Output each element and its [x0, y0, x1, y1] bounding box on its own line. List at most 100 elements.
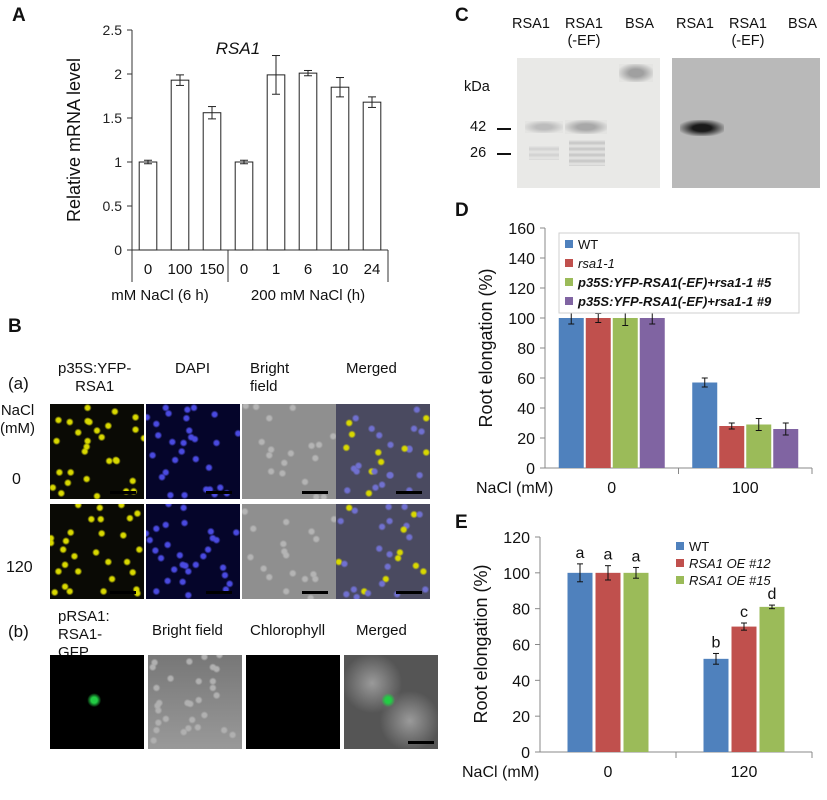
- lane-label-rsa1-right: RSA1: [676, 16, 714, 32]
- y-tick-label: 2.5: [103, 22, 123, 38]
- lane-label-bsa-left: BSA: [625, 16, 655, 32]
- merged-image: [336, 404, 430, 499]
- y-tick-label: 80: [517, 341, 535, 358]
- significance-letter: d: [768, 586, 777, 603]
- bar: [703, 658, 729, 752]
- y-tick-label: 80: [512, 602, 530, 619]
- panel-d-letter: D: [455, 200, 469, 221]
- bar: [759, 606, 785, 752]
- significance-letter: b: [712, 634, 721, 651]
- group-label: 200 mM NaCl (h): [251, 287, 365, 304]
- legend-label: RSA1 OE #15: [689, 573, 771, 588]
- x-tick-label: 0: [604, 764, 613, 781]
- x-tick-label: 150: [199, 261, 224, 278]
- scale-bar: [396, 491, 422, 494]
- significance-letter: c: [740, 604, 748, 621]
- legend-label: p35S:YFP-RSA1(-EF)+rsa1-1 #5: [577, 275, 772, 290]
- bar: [692, 382, 718, 468]
- gene-title: RSA1: [216, 39, 260, 58]
- bright-field-image: [148, 655, 242, 749]
- y-tick-label: 100: [508, 311, 535, 328]
- marker-42: 42: [470, 119, 487, 135]
- scale-bar: [110, 491, 136, 494]
- bar: [585, 318, 611, 468]
- col-b-bright: Bright field: [152, 622, 223, 639]
- kda-label: kDa: [464, 79, 490, 95]
- row-label-0: 0: [12, 471, 21, 488]
- yfp-image: [50, 404, 144, 499]
- col-header-bright: Bright field: [250, 360, 290, 395]
- col-b-merged: Merged: [356, 622, 407, 639]
- dapi-image: [146, 404, 240, 499]
- y-tick-label: 1: [114, 154, 122, 170]
- y-tick-label: 140: [508, 251, 535, 268]
- y-tick-label: 20: [517, 431, 535, 448]
- y-tick-label: 60: [517, 371, 535, 388]
- bar: [719, 426, 745, 468]
- lane-label-rsa1-ef-right: RSA1 (-EF): [729, 16, 767, 49]
- y-tick-label: 2: [114, 66, 122, 82]
- y-tick-label: 0: [526, 461, 535, 478]
- lane-label-rsa1-left: RSA1: [512, 16, 550, 32]
- bar: [595, 572, 621, 752]
- marker-42-tick: [497, 128, 511, 130]
- gel-band: [569, 140, 605, 166]
- y-tick-label: 160: [508, 221, 535, 238]
- group-label: mM NaCl (6 h): [111, 287, 209, 304]
- scale-bar: [302, 591, 328, 594]
- bar: [558, 318, 584, 468]
- col-header-yfp: p35S:YFP- RSA1: [58, 360, 132, 395]
- scale-bar: [302, 491, 328, 494]
- y-tick-label: 20: [512, 709, 530, 726]
- bright-field-image: [242, 404, 336, 499]
- x-tick-label: 0: [144, 261, 152, 278]
- panel-c-letter: C: [455, 5, 469, 26]
- coomassie-gel-image: [517, 58, 660, 188]
- x-tick-label: 1: [272, 261, 280, 278]
- legend-label: p35S:YFP-RSA1(-EF)+rsa1-1 #9: [577, 294, 772, 309]
- y-tick-label: 40: [512, 673, 530, 690]
- sub-b-label: (b): [8, 622, 29, 641]
- col-header-dapi: DAPI: [175, 360, 211, 377]
- legend-swatch: [565, 297, 573, 305]
- blot-band: [680, 120, 724, 136]
- y-tick-label: 120: [508, 281, 535, 298]
- x-tick-label: 120: [731, 764, 758, 781]
- bright-field-image: [242, 504, 336, 599]
- scale-bar: [396, 591, 422, 594]
- legend-swatch: [565, 259, 573, 267]
- y-tick-label: 1.5: [103, 110, 123, 126]
- y-tick-label: 0: [521, 745, 530, 762]
- dapi-image: [146, 504, 240, 599]
- legend-swatch: [676, 559, 684, 567]
- legend-label: WT: [578, 237, 598, 252]
- y-tick-label: 60: [512, 638, 530, 655]
- gel-band: [525, 121, 563, 133]
- bar: [623, 572, 649, 752]
- legend-swatch: [676, 542, 684, 550]
- legend-swatch: [565, 240, 573, 248]
- y-axis-label: Relative mRNA level: [64, 58, 84, 222]
- x-tick-label: 6: [304, 261, 312, 278]
- legend-label: RSA1 OE #12: [689, 556, 771, 571]
- panel-b-letter: B: [8, 316, 22, 337]
- legend-box: [558, 232, 800, 314]
- legend-swatch: [565, 278, 573, 286]
- panel-e-letter: E: [455, 512, 468, 533]
- significance-letter: a: [632, 548, 641, 565]
- yfp-image: [50, 504, 144, 599]
- y-tick-label: 120: [503, 530, 530, 547]
- gfp-image: [50, 655, 144, 749]
- gel-band: [565, 120, 607, 134]
- bar: [731, 626, 757, 752]
- panel-a-letter: A: [12, 5, 26, 26]
- col-b-chlorophyll: Chlorophyll: [250, 622, 326, 639]
- scale-bar: [408, 741, 434, 744]
- significance-letter: a: [576, 545, 585, 562]
- merged-image: [344, 655, 438, 749]
- lane-label-rsa1-ef-left: RSA1 (-EF): [565, 16, 603, 49]
- y-tick-label: 100: [503, 566, 530, 583]
- legend-swatch: [676, 576, 684, 584]
- nacl-row-header: NaCl (mM): [0, 402, 35, 437]
